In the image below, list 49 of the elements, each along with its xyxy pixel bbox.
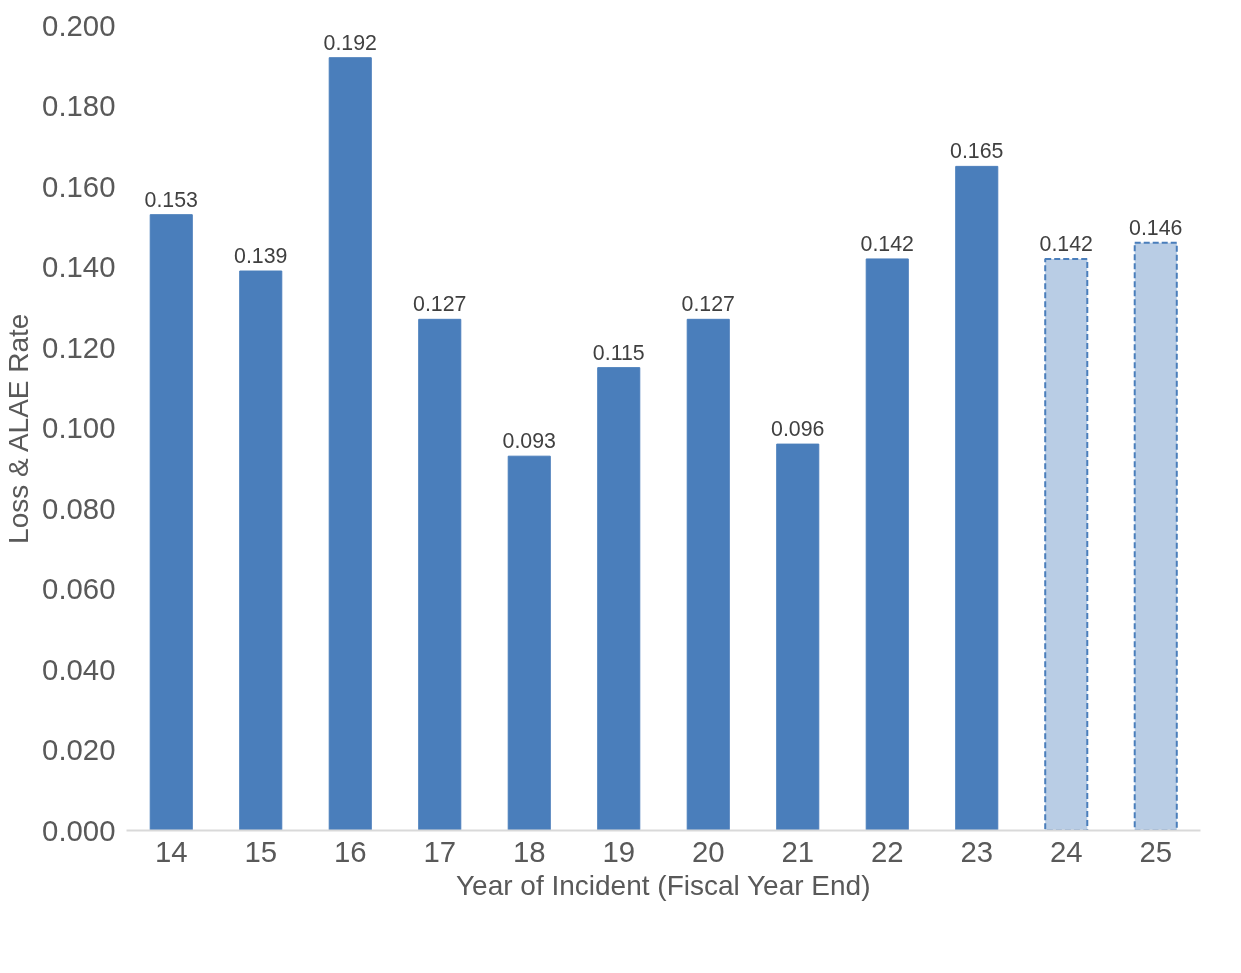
x-tick-label: 14	[154, 834, 188, 868]
x-tick-label: 17	[423, 834, 457, 868]
x-tick-label: 16	[333, 834, 367, 868]
bar	[1133, 241, 1178, 831]
bar	[597, 367, 641, 831]
bar	[686, 318, 730, 831]
bar	[239, 270, 283, 831]
bar	[1044, 257, 1089, 831]
y-tick-label: 0.080	[42, 491, 116, 525]
y-tick-label: 0.180	[42, 89, 116, 122]
data-label: 0.192	[323, 30, 377, 55]
bar	[149, 214, 193, 831]
data-label: 0.146	[1129, 215, 1183, 240]
bar	[865, 258, 909, 831]
y-tick-label: 0.100	[42, 411, 116, 444]
y-tick-label: 0.200	[42, 8, 116, 42]
data-label: 0.127	[681, 292, 735, 317]
y-tick-label: 0.000	[42, 813, 116, 847]
x-tick-label: 24	[1049, 834, 1083, 868]
data-label: 0.093	[502, 429, 556, 454]
data-label: 0.142	[1039, 231, 1093, 256]
x-tick-label: 25	[1139, 834, 1173, 868]
x-tick-label: 19	[602, 834, 636, 868]
y-tick-label: 0.020	[42, 733, 116, 766]
data-label: 0.139	[234, 244, 288, 269]
y-tick-label: 0.060	[42, 572, 116, 605]
x-tick-label: 21	[781, 834, 815, 868]
x-tick-label: 23	[960, 834, 994, 868]
bar	[507, 455, 551, 831]
y-tick-label: 0.140	[42, 250, 116, 283]
x-tick-label: 18	[512, 834, 546, 868]
x-tick-label: 20	[691, 834, 725, 868]
x-axis-title: Year of Incident (Fiscal Year End)	[455, 869, 871, 901]
y-tick-label: 0.040	[42, 652, 116, 686]
data-label: 0.153	[144, 187, 198, 212]
bar	[418, 318, 462, 831]
bar	[955, 165, 999, 831]
data-label: 0.096	[771, 417, 825, 442]
data-label: 0.115	[592, 340, 645, 365]
x-tick-label: 22	[870, 834, 904, 868]
bar	[328, 57, 372, 831]
y-tick-label: 0.120	[42, 330, 116, 364]
data-label: 0.127	[413, 292, 467, 317]
x-tick-label: 15	[244, 834, 278, 868]
y-tick-label: 0.160	[42, 169, 116, 203]
bar	[776, 443, 820, 831]
data-label: 0.142	[860, 231, 914, 256]
y-axis-title: Loss & ALAE Rate	[3, 313, 35, 544]
data-label: 0.165	[950, 139, 1004, 164]
